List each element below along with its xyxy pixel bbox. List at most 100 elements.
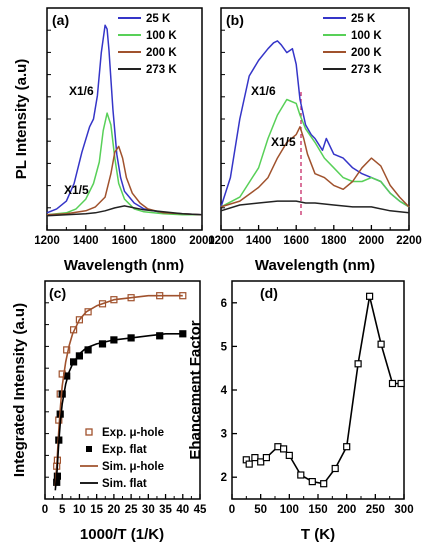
x-tick-label: 1400 bbox=[73, 235, 99, 247]
legend-label: 200 K bbox=[351, 47, 382, 59]
series-line-sim-hole bbox=[54, 294, 183, 487]
x-tick-label: 1200 bbox=[208, 235, 234, 247]
x-tick-label: 0 bbox=[229, 504, 235, 516]
y-tick-label: 6 bbox=[221, 298, 227, 310]
x-tick-label: 10 bbox=[73, 504, 86, 516]
data-point bbox=[343, 443, 351, 451]
y-tick-labels: 2 3 4 5 6 bbox=[221, 298, 237, 484]
x-tick-label: 45 bbox=[194, 504, 207, 516]
x-tick-label: 2200 bbox=[396, 235, 422, 247]
legend-marker-open-square bbox=[85, 428, 93, 436]
data-point bbox=[84, 308, 92, 316]
series-layer bbox=[220, 40, 410, 214]
x-tick-label: 50 bbox=[254, 504, 267, 516]
annotation: X1/6 bbox=[251, 84, 276, 98]
x-tick-label: 2000 bbox=[359, 235, 385, 247]
legend-label: Exp. μ-hole bbox=[102, 427, 164, 439]
y-tick-label: 3 bbox=[221, 429, 227, 441]
x-tick-labels: 1200 1400 1600 1800 2000 2200 bbox=[208, 29, 422, 247]
data-point bbox=[308, 478, 316, 486]
x-tick-label: 2000 bbox=[189, 235, 215, 247]
data-point bbox=[397, 379, 405, 388]
data-point bbox=[331, 464, 339, 473]
data-point bbox=[377, 340, 385, 348]
x-tick-label: 150 bbox=[308, 504, 327, 516]
legend: 25 K 100 K 200 K 273 K bbox=[323, 13, 382, 76]
panel-label: (a) bbox=[52, 12, 69, 28]
x-axis-label: Wavelength (nm) bbox=[255, 257, 375, 274]
series-line-200-k bbox=[220, 126, 410, 208]
series-line-25-k bbox=[220, 40, 410, 208]
y-axis-label: PL Intensity (a.u) bbox=[13, 59, 30, 180]
annotation: X1/6 bbox=[69, 84, 94, 98]
x-axis-label: T (K) bbox=[301, 526, 335, 543]
series-line-200-k bbox=[46, 145, 203, 216]
legend-label: Exp. flat bbox=[102, 444, 147, 456]
data-point bbox=[285, 451, 293, 459]
series-layer bbox=[46, 24, 203, 217]
x-axis-label: Wavelength (nm) bbox=[64, 257, 184, 274]
x-axis-label: 1000/T (1/K) bbox=[80, 526, 164, 543]
x-tick-label: 1800 bbox=[321, 235, 347, 247]
legend: 25 K 100 K 200 K 273 K bbox=[118, 13, 177, 76]
legend-label: Sim. flat bbox=[102, 478, 147, 490]
x-tick-label: 1400 bbox=[246, 235, 272, 247]
panel-label: (d) bbox=[260, 285, 278, 301]
x-tick-label: 30 bbox=[142, 504, 155, 516]
data-point bbox=[320, 480, 328, 488]
series-line-sim-flat bbox=[54, 332, 183, 491]
x-tick-label: 35 bbox=[159, 504, 172, 516]
series-line-273-k bbox=[220, 200, 410, 214]
x-tick-label: 300 bbox=[394, 504, 413, 516]
series-line-100-k bbox=[220, 98, 410, 208]
plot-frame bbox=[231, 280, 405, 500]
data-point bbox=[354, 360, 362, 368]
x-tick-label: 1600 bbox=[283, 235, 309, 247]
series-line-25-k bbox=[46, 24, 203, 216]
x-tick-label: 0 bbox=[42, 504, 48, 516]
legend-marker-filled-square bbox=[86, 446, 92, 452]
x-tick-label: 20 bbox=[107, 504, 120, 516]
data-point bbox=[280, 445, 288, 453]
y-tick-label: 4 bbox=[221, 385, 228, 397]
data-point bbox=[63, 346, 71, 354]
legend-label: 273 K bbox=[351, 64, 382, 76]
legend-label: 25 K bbox=[351, 13, 376, 25]
x-tick-label: 5 bbox=[59, 504, 66, 516]
data-point bbox=[366, 292, 374, 300]
x-tick-labels: 0 5 10 15 20 25 30 35 40 45 bbox=[42, 302, 207, 516]
legend-label: 273 K bbox=[146, 64, 177, 76]
data-point bbox=[388, 379, 397, 388]
legend-label: 100 K bbox=[146, 30, 177, 42]
series-line-100-k bbox=[46, 112, 202, 216]
data-point bbox=[262, 454, 270, 462]
data-point bbox=[274, 443, 282, 451]
data-point bbox=[297, 471, 305, 479]
x-tick-labels: 1200 1400 1600 1800 2000 bbox=[34, 29, 215, 247]
x-tick-label: 250 bbox=[366, 504, 385, 516]
panel-b: (b) 1200 1400 1600 1800 2000 2200 25 K 100 K … bbox=[208, 7, 422, 274]
series-layer bbox=[242, 292, 405, 488]
legend-label: 25 K bbox=[146, 13, 171, 25]
legend-label: Sim. μ-hole bbox=[102, 461, 164, 473]
data-point bbox=[245, 460, 253, 468]
y-tick-label: 5 bbox=[221, 341, 228, 353]
annotation: X1/5 bbox=[64, 183, 89, 197]
x-tick-label: 100 bbox=[280, 504, 299, 516]
series-line-273-k bbox=[46, 205, 203, 217]
panel-label: (b) bbox=[226, 12, 244, 28]
x-tick-label: 40 bbox=[176, 504, 189, 516]
legend-label: 100 K bbox=[351, 30, 382, 42]
x-tick-label: 25 bbox=[125, 504, 138, 516]
legend-label: 200 K bbox=[146, 47, 177, 59]
panel-label: (c) bbox=[49, 285, 66, 301]
data-point bbox=[156, 332, 164, 340]
series-layer bbox=[53, 292, 187, 491]
x-tick-label: 1600 bbox=[112, 235, 138, 247]
panel-c: (c) 0 5 10 15 20 25 30 35 40 45 Exp. μ-hole Exp. … bbox=[11, 280, 207, 543]
annotation: X1/5 bbox=[271, 135, 296, 149]
data-point bbox=[251, 454, 259, 462]
y-tick-label: 2 bbox=[221, 472, 227, 484]
